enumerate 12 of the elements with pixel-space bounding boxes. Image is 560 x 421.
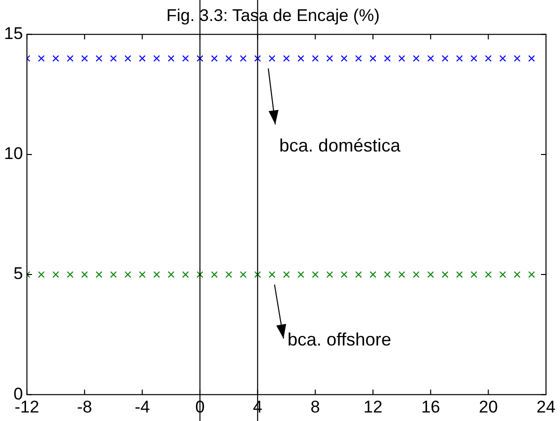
x-tick-label: 24: [536, 397, 556, 416]
x-tick-label: 8: [310, 397, 320, 416]
x-tick-label: 12: [364, 397, 382, 416]
y-tick-label: 15: [4, 24, 23, 44]
y-tick-label: 10: [4, 144, 23, 164]
x-tick-label: 16: [421, 397, 440, 416]
x-tick-label: -8: [77, 397, 92, 416]
y-tick-label: 5: [13, 264, 23, 284]
annotation: bca. offshore: [288, 330, 392, 350]
x-tick-label: 20: [478, 397, 498, 416]
x-tick-label: -4: [134, 397, 150, 416]
annotation: bca. doméstica: [279, 135, 402, 156]
